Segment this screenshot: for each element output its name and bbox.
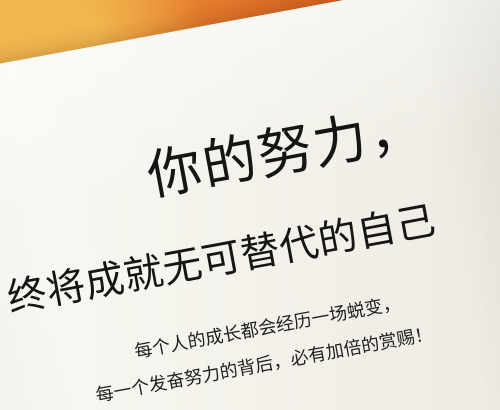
headline-line-1: 你的努力， (142, 95, 430, 209)
